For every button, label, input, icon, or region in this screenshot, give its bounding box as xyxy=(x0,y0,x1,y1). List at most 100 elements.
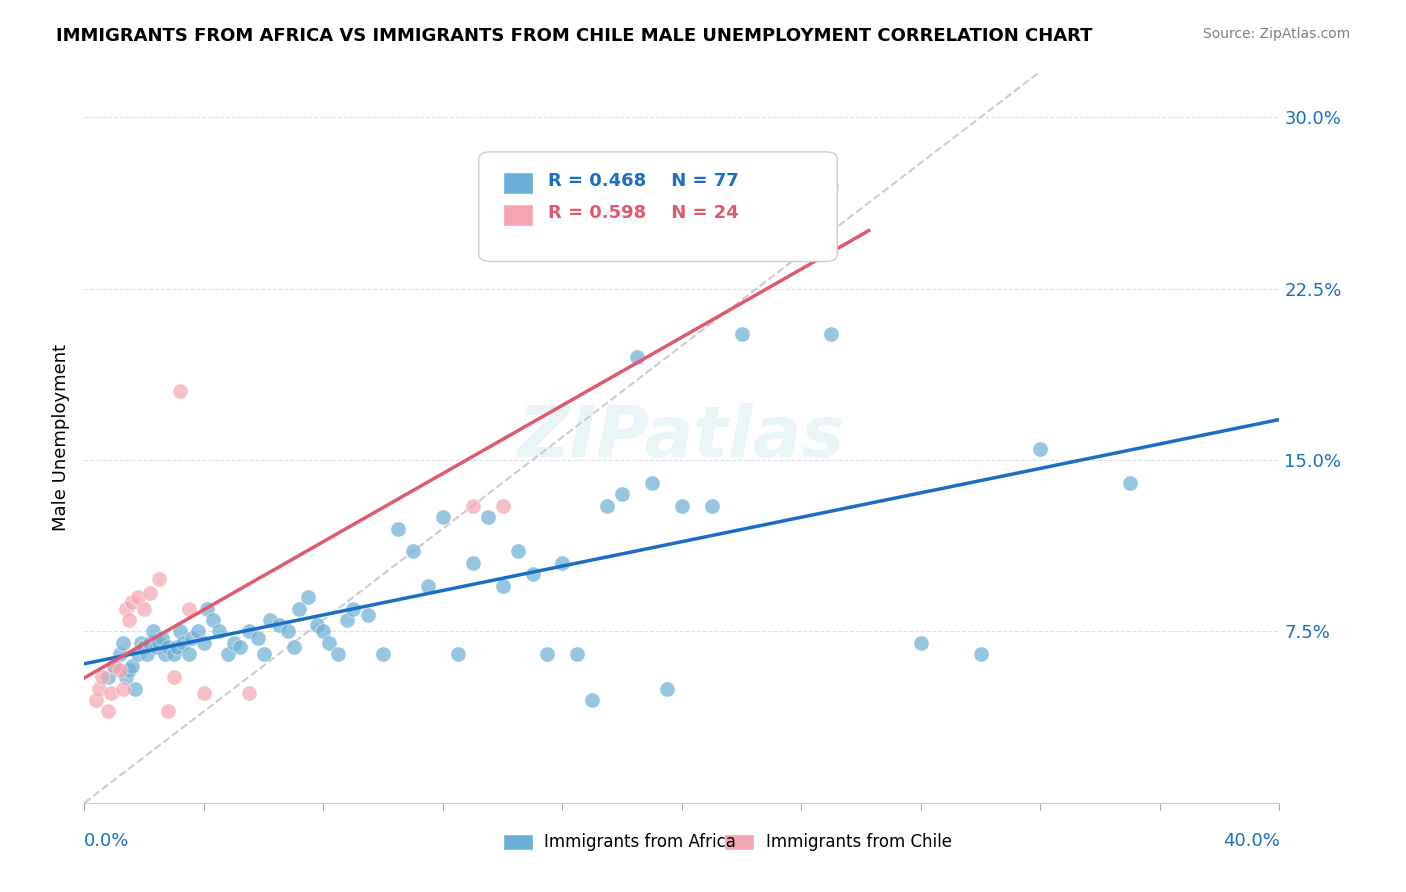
Point xyxy=(477,510,499,524)
Point xyxy=(492,499,515,513)
Point xyxy=(177,647,200,661)
Point xyxy=(157,705,180,719)
Point xyxy=(1029,442,1052,456)
Point xyxy=(336,613,359,627)
Point xyxy=(139,585,162,599)
Point xyxy=(432,510,454,524)
Point xyxy=(506,544,529,558)
Point xyxy=(169,384,191,399)
Point xyxy=(121,658,143,673)
FancyBboxPatch shape xyxy=(503,204,533,227)
Point xyxy=(461,499,484,513)
Point xyxy=(312,624,335,639)
Text: Immigrants from Chile: Immigrants from Chile xyxy=(766,833,952,851)
Text: Immigrants from Africa: Immigrants from Africa xyxy=(544,833,737,851)
Point xyxy=(136,647,159,661)
Point xyxy=(581,693,603,707)
Point xyxy=(112,681,135,696)
Point xyxy=(132,640,156,655)
Point xyxy=(89,681,111,696)
Point xyxy=(307,617,329,632)
Point xyxy=(228,640,252,655)
Text: R = 0.598    N = 24: R = 0.598 N = 24 xyxy=(548,204,738,222)
Point xyxy=(970,647,993,661)
Point xyxy=(163,670,186,684)
FancyBboxPatch shape xyxy=(724,834,754,850)
Point xyxy=(447,647,470,661)
Y-axis label: Male Unemployment: Male Unemployment xyxy=(52,343,70,531)
Point xyxy=(641,475,664,490)
Point xyxy=(177,601,200,615)
Point xyxy=(121,595,143,609)
FancyBboxPatch shape xyxy=(479,152,838,261)
Point xyxy=(522,567,544,582)
Point xyxy=(187,624,209,639)
Point xyxy=(127,647,149,661)
Point xyxy=(163,647,186,661)
Point xyxy=(193,636,215,650)
Point xyxy=(91,670,114,684)
Point xyxy=(129,636,152,650)
Point xyxy=(217,647,239,661)
Point xyxy=(596,499,619,513)
Point xyxy=(103,658,125,673)
Point xyxy=(671,499,693,513)
Point xyxy=(148,636,170,650)
Point xyxy=(172,636,194,650)
Point xyxy=(820,327,842,342)
Point xyxy=(145,640,167,655)
Point xyxy=(387,521,409,535)
Text: IMMIGRANTS FROM AFRICA VS IMMIGRANTS FROM CHILE MALE UNEMPLOYMENT CORRELATION CH: IMMIGRANTS FROM AFRICA VS IMMIGRANTS FRO… xyxy=(56,27,1092,45)
Point xyxy=(208,624,231,639)
Point xyxy=(100,686,122,700)
Point xyxy=(142,624,165,639)
Point xyxy=(267,617,290,632)
Point xyxy=(181,632,204,646)
Point xyxy=(166,640,188,655)
Point xyxy=(700,499,723,513)
Point xyxy=(157,640,180,655)
FancyBboxPatch shape xyxy=(503,834,533,850)
Point xyxy=(612,487,634,501)
Point xyxy=(246,632,269,646)
Point xyxy=(253,647,276,661)
Point xyxy=(195,601,218,615)
Point xyxy=(115,601,138,615)
Point xyxy=(118,663,141,677)
Point xyxy=(169,624,191,639)
Point xyxy=(150,632,173,646)
Point xyxy=(103,658,125,673)
Point xyxy=(148,572,170,586)
Point xyxy=(820,178,842,193)
Text: R = 0.468    N = 77: R = 0.468 N = 77 xyxy=(548,172,738,190)
Point xyxy=(222,636,245,650)
Text: Source: ZipAtlas.com: Source: ZipAtlas.com xyxy=(1202,27,1350,41)
Point xyxy=(655,681,678,696)
Point xyxy=(567,647,589,661)
Point xyxy=(153,647,176,661)
Point xyxy=(86,693,108,707)
Point xyxy=(124,681,146,696)
Point xyxy=(318,636,340,650)
Point xyxy=(731,327,754,342)
Point xyxy=(110,647,132,661)
Point xyxy=(115,670,138,684)
Point xyxy=(277,624,299,639)
Point xyxy=(132,601,156,615)
Point xyxy=(402,544,425,558)
FancyBboxPatch shape xyxy=(503,172,533,194)
Point xyxy=(238,624,260,639)
Point xyxy=(461,556,484,570)
Point xyxy=(238,686,260,700)
Text: 40.0%: 40.0% xyxy=(1223,832,1279,850)
Text: ZIPatlas: ZIPatlas xyxy=(519,402,845,472)
Point xyxy=(127,590,149,604)
Point xyxy=(551,556,574,570)
Point xyxy=(342,601,364,615)
Point xyxy=(112,636,135,650)
Point xyxy=(357,608,380,623)
Point xyxy=(492,579,515,593)
Point xyxy=(288,601,311,615)
Point xyxy=(1119,475,1142,490)
Point xyxy=(97,705,120,719)
